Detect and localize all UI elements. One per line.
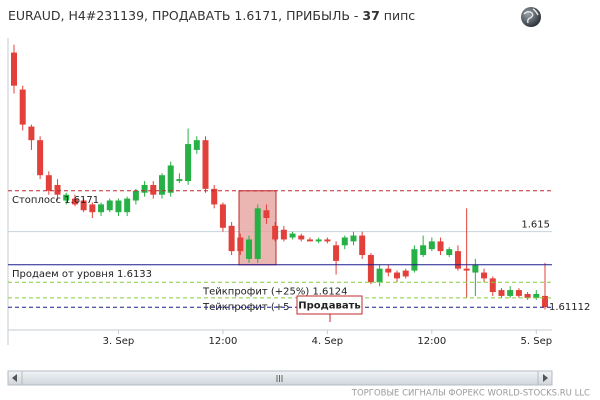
candle-body [211, 188, 218, 205]
title-profit: 37 [362, 8, 379, 23]
candle-body [428, 241, 435, 250]
candle-body [167, 165, 174, 193]
scrollbar[interactable] [7, 370, 553, 386]
level-label: Тейкпрофит (+25%) 1.6124 [202, 286, 347, 297]
candle-body [420, 245, 427, 256]
candle-body [542, 295, 548, 308]
candle-body [219, 204, 226, 228]
candle-body [515, 290, 522, 296]
candle-body [437, 241, 444, 252]
footer: ТОРГОВЫЕ СИГНАЛЫ ФОРЕКС WORLD-STOCKS.RU … [351, 389, 590, 399]
globe-icon[interactable] [521, 7, 541, 27]
candle-body [124, 198, 131, 213]
candle-body [489, 278, 496, 293]
candle-body [63, 194, 70, 201]
candle-body [158, 175, 165, 195]
candle-body [359, 235, 366, 256]
x-tick-label: 4. Sep [312, 336, 344, 347]
candle-body [289, 233, 296, 238]
x-tick-label: 12:00 [209, 336, 238, 347]
signal-label: Продавать [298, 301, 360, 312]
candle-body [176, 179, 183, 182]
candle-body [106, 200, 113, 211]
candle-body [385, 268, 392, 273]
candle-body [376, 268, 383, 283]
candle-body [185, 144, 192, 182]
x-tick-label: 5. Sep [521, 336, 553, 347]
candle-body [19, 89, 26, 125]
candle-body [341, 237, 348, 246]
candle-body [263, 210, 270, 219]
candle-body [193, 140, 200, 150]
candle-body [115, 200, 122, 213]
plot [8, 44, 552, 310]
candle-body [71, 198, 78, 205]
candle-body [463, 268, 470, 271]
chart-title: EURAUD, H4#231139, ПРОДАВАТЬ 1.6171, ПРИ… [8, 8, 415, 23]
candle-body [481, 272, 488, 279]
title-text: EURAUD, H4#231139, ПРОДАВАТЬ 1.6171, ПРИ… [8, 8, 362, 23]
candle-body [246, 239, 253, 259]
candle-body [533, 293, 540, 298]
candle-body [446, 249, 453, 256]
title-unit: пипс [380, 8, 415, 23]
candle-body [315, 239, 322, 242]
candle-body [333, 245, 340, 261]
candle-body [324, 239, 331, 242]
candle-body [498, 290, 505, 296]
candle-body [507, 290, 514, 296]
candle-body [280, 229, 287, 240]
candle-body [254, 208, 261, 259]
last-price-label: 1.61112 [549, 302, 590, 313]
x-tick-label: 3. Sep [103, 336, 135, 347]
candle-body [202, 140, 209, 189]
candle-body [367, 255, 374, 283]
candle-body [272, 225, 279, 240]
level-label: Продаем от уровня 1.6133 [12, 269, 152, 280]
candle-body [524, 293, 531, 298]
candle-body [454, 251, 461, 269]
y-tick-label: 1.615 [521, 220, 550, 231]
candle-body [402, 270, 409, 277]
candle-body [80, 200, 87, 211]
candle-body [89, 204, 96, 213]
signal-box [296, 295, 363, 315]
candle-body [350, 235, 357, 242]
candle-body [472, 264, 479, 273]
candle-body [11, 52, 17, 86]
candle-body [411, 249, 418, 271]
candle-body [394, 272, 401, 279]
candle-body [28, 126, 35, 141]
candle-body [132, 190, 139, 201]
candle-body [298, 235, 305, 240]
candle-body [141, 184, 148, 193]
candle-body [306, 239, 313, 242]
candle-body [237, 237, 244, 252]
candle-body [54, 184, 61, 195]
candle-body [228, 225, 235, 252]
x-tick-label: 12:00 [417, 336, 446, 347]
level-label: Тейкпрофит (+5 [202, 302, 290, 313]
candle-body [37, 140, 44, 176]
candle-body [150, 184, 157, 195]
candle-body [98, 204, 105, 213]
candle-body [45, 175, 52, 191]
level-label: Стоплосс 1.6171 [12, 195, 99, 206]
